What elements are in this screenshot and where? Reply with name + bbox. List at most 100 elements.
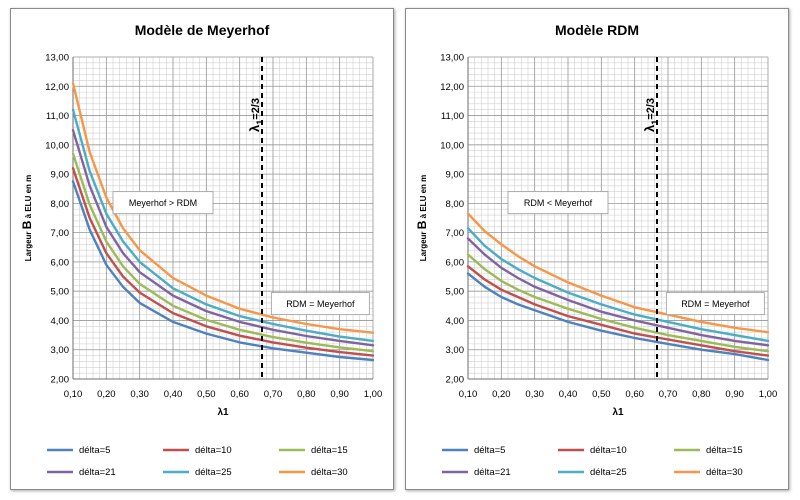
legend-label: délta=10: [195, 445, 232, 456]
y-tick-label: 6,00: [446, 257, 465, 268]
y-axis-label-suffix: à ELU en m: [419, 175, 428, 221]
y-tick-label: 5,00: [51, 287, 70, 298]
annotation-box: [507, 191, 609, 215]
lambda-symbol: λ: [642, 124, 657, 132]
y-tick-label: 8,00: [51, 199, 70, 210]
annotation-text: RDM = Meyerhof: [286, 299, 355, 309]
y-tick-label: 9,00: [51, 170, 70, 181]
annotation-box: [665, 292, 765, 316]
plot-area: [468, 57, 768, 379]
lambda-threshold-label: λ1=2/3: [247, 98, 265, 132]
legend-label: délta=10: [590, 445, 627, 456]
lambda-subscript: 1: [650, 120, 660, 125]
x-axis-label: λ1: [612, 407, 624, 418]
legend-label: délta=5: [474, 445, 505, 456]
x-tick-label: 0,90: [725, 389, 744, 400]
y-tick-label: 4,00: [51, 316, 70, 327]
lambda-symbol: λ: [247, 124, 262, 132]
series-line-d-lta-21: [71, 128, 375, 347]
x-tick-label: 0,10: [459, 389, 478, 400]
legend-label: délta=15: [311, 445, 348, 456]
y-tick-label: 13,00: [45, 53, 69, 64]
chart-title: Modèle de Meyerhof: [135, 22, 270, 38]
x-tick-label: 0,60: [625, 389, 644, 400]
y-axis-label-prefix: Largeur: [419, 229, 428, 261]
x-tick-label: 0,30: [525, 389, 544, 400]
x-tick-label: 0,60: [230, 389, 249, 400]
y-tick-label: 12,00: [440, 82, 464, 93]
y-tick-label: 6,00: [51, 257, 70, 268]
chart-rdm-svg: Modèle RDM 2,00 3,00 4,00 5,00 6,00 7,00 8,00 9,…: [415, 22, 778, 478]
y-tick-label: 11,00: [46, 111, 69, 122]
annotation-box: [270, 292, 370, 316]
series-line-d-lta-15: [466, 253, 770, 353]
chart-panel-rdm: Modèle RDM 2,00 3,00 4,00 5,00 6,00 7,00 8,00 9,…: [405, 8, 789, 490]
x-tick-label: 0,20: [492, 389, 511, 400]
series-line-d-lta-10: [466, 265, 770, 357]
y-tick-label: 11,00: [441, 111, 464, 122]
y-tick-label: 2,00: [51, 375, 70, 386]
lambda-subscript: 1: [255, 120, 265, 125]
y-tick-label: 3,00: [446, 345, 465, 356]
y-tick-label: 2,00: [446, 375, 465, 386]
x-tick-label: 0,50: [197, 389, 216, 400]
y-tick-label: 5,00: [446, 287, 465, 298]
chart-panel-meyerhof: Modèle de Meyerhof 2,00 3,00 4,00 5,00 6,00 7,…: [10, 8, 394, 490]
x-tick-label: 0,50: [592, 389, 611, 400]
legend-label: délta=15: [706, 445, 743, 456]
chart-title: Modèle RDM: [555, 22, 639, 38]
x-tick-label: 0,40: [559, 389, 578, 400]
series-line-d-lta-30: [466, 212, 770, 334]
annotation-text: RDM = Meyerhof: [681, 299, 750, 309]
y-axis-label-prefix: Largeur: [24, 229, 33, 261]
x-tick-label: 0,30: [130, 389, 149, 400]
x-tick-label: 0,70: [264, 389, 283, 400]
x-tick-label: 0,80: [692, 389, 711, 400]
legend-label: délta=5: [79, 445, 110, 456]
x-tick-label: 0,20: [97, 389, 116, 400]
legend-label: délta=21: [474, 467, 511, 478]
y-tick-label: 13,00: [440, 53, 464, 64]
x-axis-label: λ1: [217, 407, 229, 418]
series-line-d-lta-21: [466, 237, 770, 347]
lambda-value: =2/3: [250, 98, 262, 120]
x-tick-label: 0,10: [64, 389, 83, 400]
y-tick-label: 12,00: [45, 82, 69, 93]
y-axis-label: Largeur B à ELU en m: [20, 175, 34, 261]
y-tick-label: 10,00: [440, 140, 464, 151]
chart-meyerhof-svg: Modèle de Meyerhof 2,00 3,00 4,00 5,00 6,00 7,…: [20, 22, 383, 478]
series-line-d-lta-25: [71, 108, 375, 343]
y-tick-label: 8,00: [446, 199, 465, 210]
y-tick-label: 4,00: [446, 316, 465, 327]
x-tick-label: 1,00: [759, 389, 778, 400]
series-line-d-lta-15: [71, 152, 375, 353]
x-tick-label: 0,40: [164, 389, 183, 400]
legend-label: délta=30: [706, 467, 743, 478]
series-line-d-lta-30: [71, 82, 375, 334]
y-axis-label: Largeur B à ELU en m: [415, 175, 429, 261]
series-line-d-lta-5: [71, 180, 375, 362]
legend-label: délta=25: [195, 467, 232, 478]
legend-label: délta=21: [79, 467, 116, 478]
lambda-value: =2/3: [645, 98, 657, 120]
legend-label: délta=25: [590, 467, 627, 478]
y-tick-label: 7,00: [51, 228, 70, 239]
x-tick-label: 1,00: [364, 389, 383, 400]
y-axis-label-suffix: à ELU en m: [24, 175, 33, 221]
series-line-d-lta-5: [466, 272, 770, 362]
legend-label: délta=30: [311, 467, 348, 478]
y-tick-label: 10,00: [45, 140, 69, 151]
annotation-text: RDM < Meyerhof: [524, 198, 593, 208]
y-tick-label: 7,00: [446, 228, 465, 239]
x-tick-label: 0,90: [330, 389, 349, 400]
series-line-d-lta-10: [71, 166, 375, 357]
y-axis-label-symbol: B: [20, 220, 34, 229]
y-tick-label: 9,00: [446, 170, 465, 181]
lambda-threshold-label: λ1=2/3: [642, 98, 660, 132]
annotation-text: Meyerhof > RDM: [129, 198, 197, 208]
y-axis-label-symbol: B: [415, 220, 429, 229]
series-line-d-lta-25: [466, 226, 770, 343]
annotation-box: [112, 191, 214, 215]
x-tick-label: 0,70: [659, 389, 678, 400]
x-tick-label: 0,80: [297, 389, 316, 400]
